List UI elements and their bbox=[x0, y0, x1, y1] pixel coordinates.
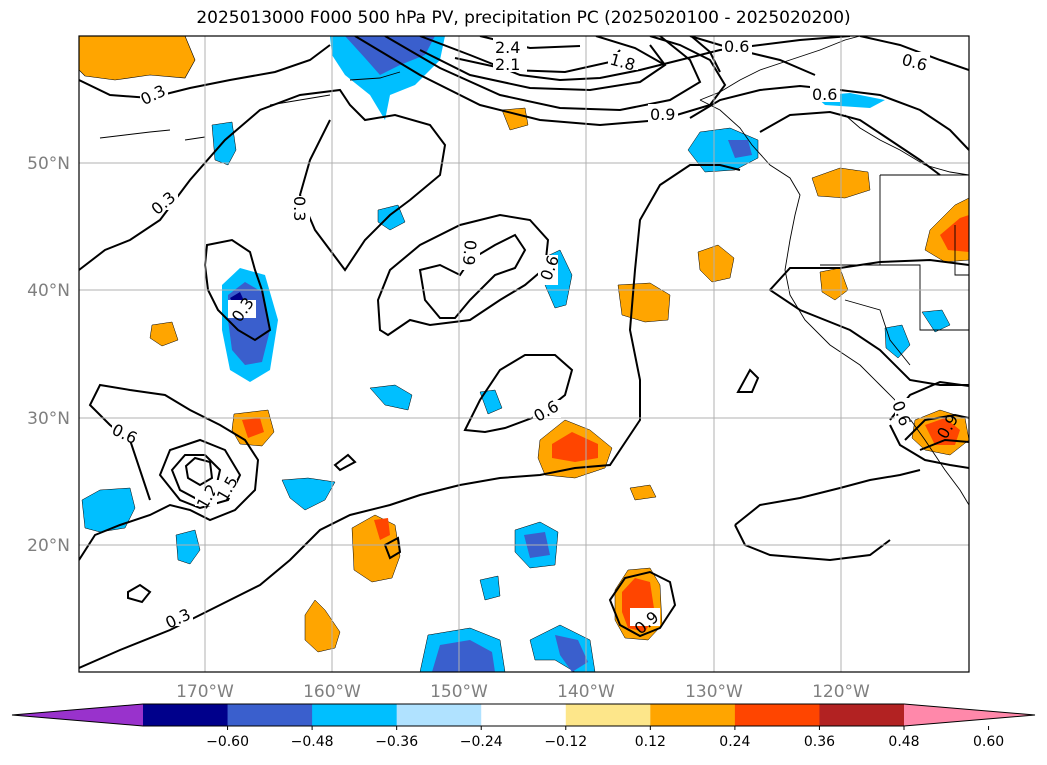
map-area: 0.3 0.3 0.3 0.3 0.3 0.6 0.6 0.6 0.6 0.6 … bbox=[79, 36, 969, 672]
contour-label: 0.6 bbox=[724, 37, 749, 56]
contour-label: 0.9 bbox=[459, 239, 480, 266]
map-title: 2025013000 F000 500 hPa PV, precipitatio… bbox=[196, 8, 851, 28]
colorbar-outline bbox=[11, 703, 1036, 727]
colorbar-tick-label: 0.48 bbox=[888, 734, 919, 750]
colorbar-segment bbox=[650, 704, 736, 726]
contour-label: 0.6 bbox=[812, 85, 837, 104]
colorbar-tick-label: 0.36 bbox=[804, 734, 835, 750]
colorbar-segment bbox=[143, 704, 229, 726]
colorbar-tick-label: 0.24 bbox=[719, 734, 750, 750]
contour-label: 0.3 bbox=[290, 196, 309, 221]
colorbar-tick-label: −0.36 bbox=[375, 734, 418, 750]
contour-label: 0.9 bbox=[650, 105, 675, 124]
colorbar-segment bbox=[312, 704, 398, 726]
colorbar-tick-label: −0.48 bbox=[291, 734, 334, 750]
contour-label: 2.4 bbox=[495, 38, 520, 57]
colorbar-segment bbox=[734, 704, 820, 726]
colorbar-extend-high bbox=[904, 704, 1035, 726]
colorbar-segment bbox=[481, 704, 567, 726]
lat-label-30n: 30°N bbox=[27, 409, 70, 429]
colorbar-segment bbox=[396, 704, 482, 726]
lon-label-120w: 120°W bbox=[812, 682, 870, 702]
contour-label: 2.1 bbox=[495, 55, 520, 74]
colorbar: −0.60 −0.48 −0.36 −0.24 −0.12 0.12 0.24 0.36 0.4… bbox=[11, 703, 1036, 750]
colorbar-tick-label: −0.12 bbox=[544, 734, 587, 750]
lat-label-40n: 40°N bbox=[27, 281, 70, 301]
colorbar-tick-label: 0.12 bbox=[635, 734, 666, 750]
lon-label-140w: 140°W bbox=[557, 682, 615, 702]
latitude-labels: 50°N 40°N 30°N 20°N bbox=[27, 154, 70, 556]
lat-label-50n: 50°N bbox=[27, 154, 70, 174]
colorbar-segment bbox=[227, 704, 313, 726]
map-frame bbox=[78, 35, 970, 673]
colorbar-tick-label: −0.24 bbox=[460, 734, 503, 750]
lon-label-160w: 160°W bbox=[303, 682, 361, 702]
lon-label-130w: 130°W bbox=[685, 682, 743, 702]
longitude-labels: 170°W 160°W 150°W 140°W 130°W 120°W bbox=[176, 682, 870, 702]
colorbar-tick-label: 0.60 bbox=[973, 734, 1004, 750]
colorbar-extend-low bbox=[12, 704, 143, 726]
colorbar-segment bbox=[819, 704, 905, 726]
lon-label-170w: 170°W bbox=[176, 682, 234, 702]
lat-label-20n: 20°N bbox=[27, 536, 70, 556]
gridlines bbox=[79, 36, 969, 672]
lon-label-150w: 150°W bbox=[430, 682, 488, 702]
precipitation-shading bbox=[79, 36, 969, 672]
colorbar-tick-label: −0.60 bbox=[206, 734, 249, 750]
colorbar-segment bbox=[565, 704, 651, 726]
